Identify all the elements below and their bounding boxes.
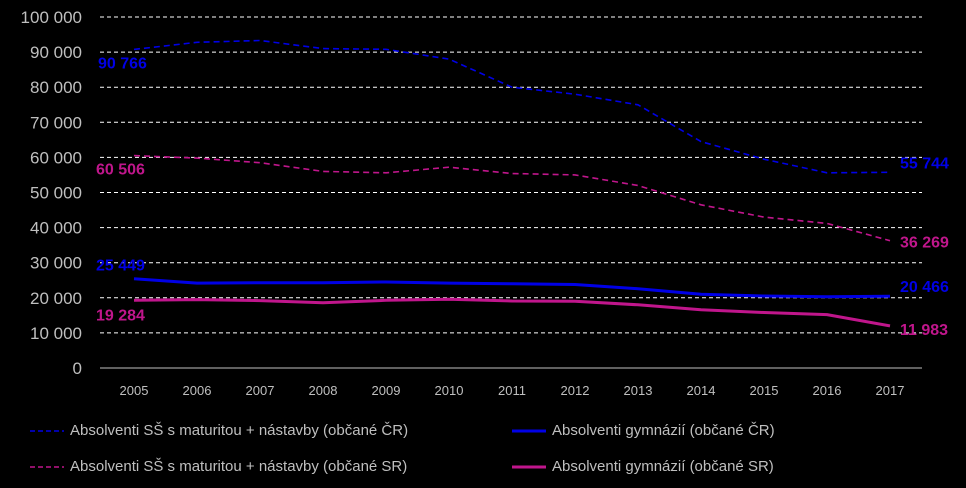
x-tick-label: 2015 — [750, 383, 779, 398]
legend-swatch-gym-sr — [512, 465, 546, 468]
x-tick-label: 2006 — [183, 383, 212, 398]
data-label-end: 11 983 — [900, 322, 948, 339]
data-label-end: 55 744 — [900, 155, 949, 172]
y-tick-label: 50 000 — [30, 184, 82, 203]
legend-item-ss-sr: Absolventi SŠ s maturitou + nástavby (ob… — [30, 458, 407, 475]
legend-item-gym-cr: Absolventi gymnázií (občané ČR) — [512, 422, 775, 439]
y-tick-label: 0 — [73, 359, 82, 378]
series-line-1 — [133, 277, 891, 299]
data-label-start: 60 506 — [96, 162, 145, 179]
y-tick-label: 40 000 — [30, 219, 82, 238]
legend: Absolventi SŠ s maturitou + nástavby (ob… — [0, 410, 966, 488]
x-tick-label: 2012 — [561, 383, 590, 398]
legend-swatch-ss-cr — [30, 429, 64, 432]
y-tick-label: 10 000 — [30, 324, 82, 343]
y-tick-label: 100 000 — [21, 8, 82, 27]
x-tick-label: 2014 — [687, 383, 716, 398]
y-tick-label: 70 000 — [30, 113, 82, 132]
y-tick-label: 90 000 — [30, 43, 82, 62]
data-label-start: 90 766 — [98, 55, 147, 72]
x-tick-label: 2017 — [876, 383, 905, 398]
x-tick-label: 2008 — [309, 383, 338, 398]
legend-item-ss-cr: Absolventi SŠ s maturitou + nástavby (ob… — [30, 422, 408, 439]
data-label-end: 36 269 — [900, 235, 949, 252]
legend-label-ss-cr: Absolventi SŠ s maturitou + nástavby (ob… — [70, 422, 409, 439]
data-label-end: 20 466 — [900, 279, 949, 296]
legend-swatch-ss-sr — [30, 465, 64, 468]
y-tick-label: 30 000 — [30, 254, 82, 273]
legend-swatch-gym-cr — [512, 429, 546, 432]
data-label-start: 19 284 — [96, 307, 145, 324]
y-tick-label: 20 000 — [30, 289, 82, 308]
x-tick-label: 2007 — [246, 383, 275, 398]
legend-label-gym-sr: Absolventi gymnázií (občané SR) — [552, 458, 774, 475]
y-tick-label: 80 000 — [30, 78, 82, 97]
legend-label-ss-sr: Absolventi SŠ s maturitou + nástavby (ob… — [70, 458, 408, 475]
x-tick-label: 2013 — [624, 383, 653, 398]
x-tick-label: 2016 — [813, 383, 842, 398]
data-label-start: 25 449 — [96, 258, 145, 275]
x-tick-label: 2009 — [372, 383, 401, 398]
y-tick-label: 60 000 — [30, 148, 82, 167]
x-tick-label: 2011 — [498, 383, 526, 398]
legend-item-gym-sr: Absolventi gymnázií (občané SR) — [512, 458, 774, 475]
series-line-0 — [133, 39, 891, 174]
x-tick-label: 2005 — [120, 383, 149, 398]
series-line-3 — [133, 297, 891, 328]
line-chart: 0 10 000 20 000 30 000 40 000 50 000 60 000 70 … — [21, 8, 949, 398]
x-tick-label: 2010 — [435, 383, 464, 398]
legend-label-gym-cr: Absolventi gymnázií (občané ČR) — [552, 422, 775, 439]
